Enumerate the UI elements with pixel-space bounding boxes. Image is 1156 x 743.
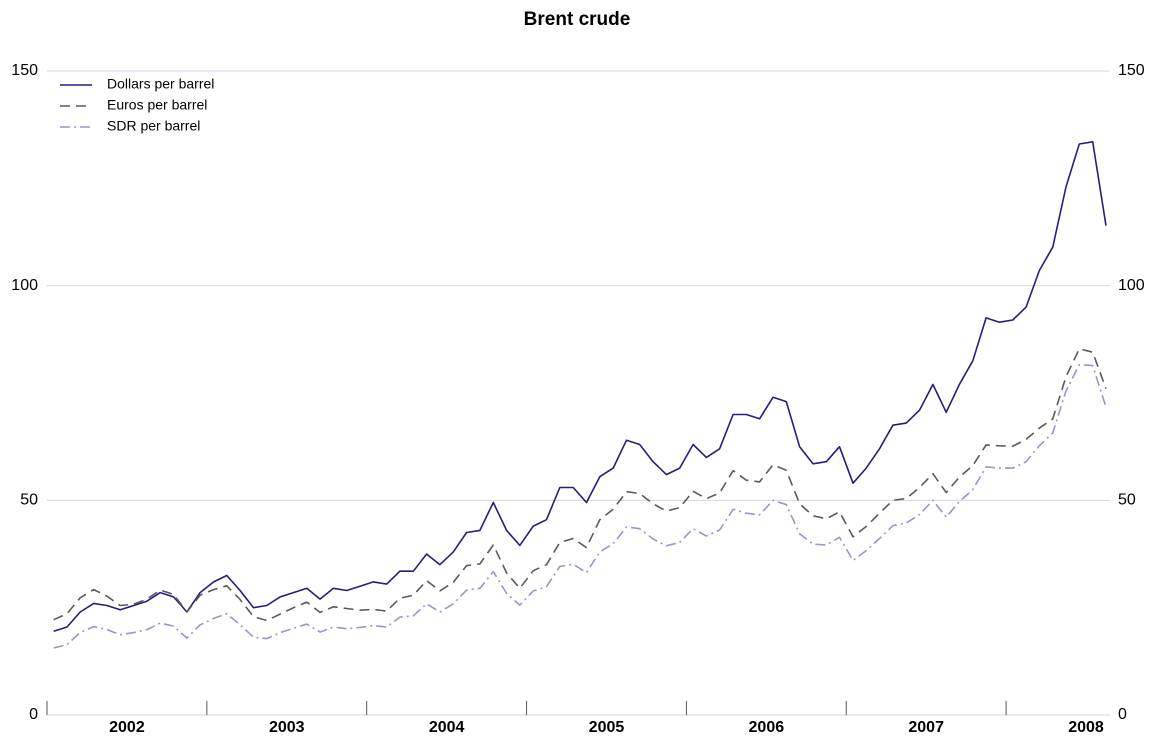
x-tick-label: 2005 [589,719,625,736]
chart-title: Brent crude [524,9,631,30]
y2-tick-label: 150 [1118,62,1145,79]
x-tick-label: 2006 [749,719,785,736]
y-tick-label: 50 [20,492,38,509]
y2-tick-label: 0 [1118,706,1127,723]
x-tick-label: 2003 [269,719,305,736]
series-line [53,348,1107,622]
legend-label: Euros per barrel [107,97,207,113]
y2-tick-label: 50 [1118,492,1136,509]
legend-label: Dollars per barrel [107,76,214,92]
y-tick-label: 150 [11,62,38,79]
series-line [53,141,1107,633]
y-tick-label: 0 [29,706,38,723]
legend-label: SDR per barrel [107,118,200,134]
series-line [53,363,1107,649]
x-tick-label: 2004 [429,719,465,736]
y2-tick-label: 100 [1118,277,1145,294]
x-tick-label: 2008 [1068,719,1104,736]
x-tick-label: 2007 [908,719,944,736]
x-tick-label: 2002 [109,719,145,736]
y-tick-label: 100 [11,277,38,294]
